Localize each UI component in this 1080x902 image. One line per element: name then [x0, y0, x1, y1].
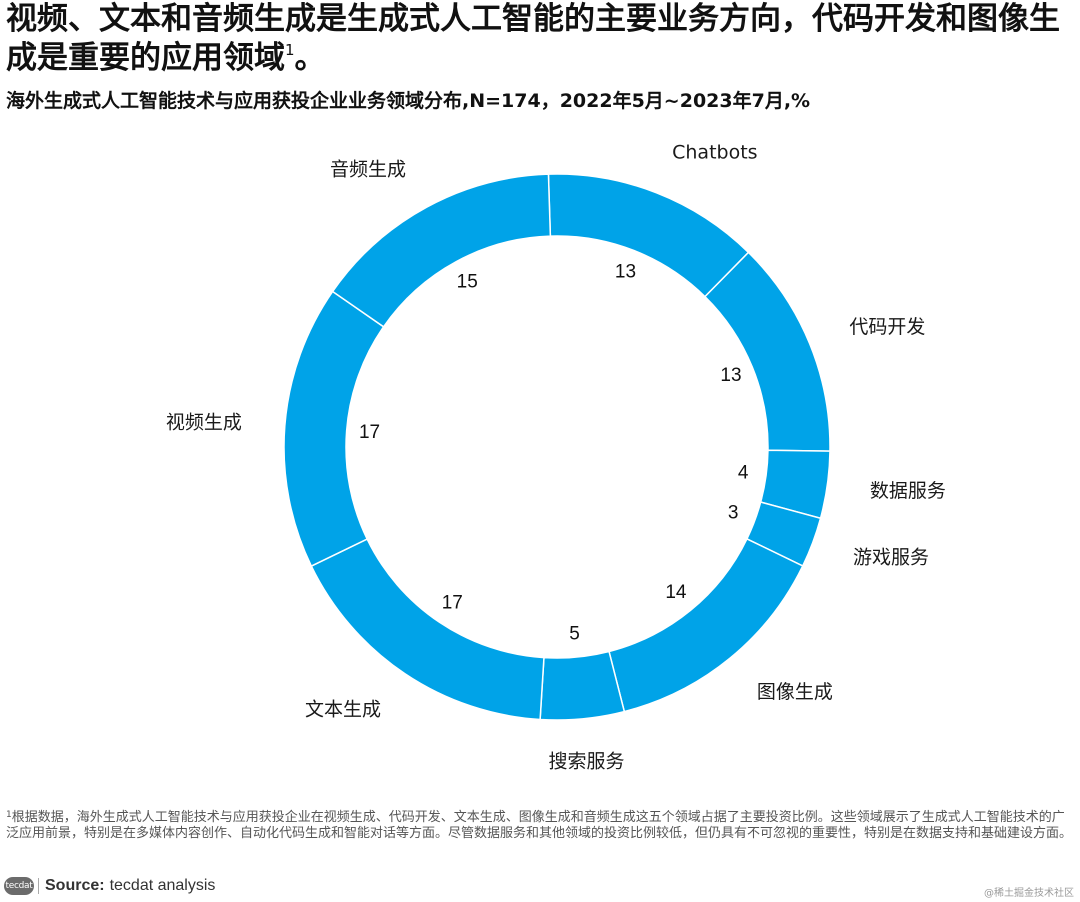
category-label-游戏服务: 游戏服务	[853, 547, 929, 569]
donut-segment-文本生成	[310, 538, 545, 721]
value-label-视频生成: 17	[359, 422, 380, 443]
value-labels: 13 13 4 3 14 5 17 17 15	[359, 261, 749, 644]
chart-title-suffix: 。	[294, 40, 326, 76]
donut-segment-音频生成	[331, 173, 552, 328]
category-label-音频生成: 音频生成	[330, 158, 406, 180]
source-value: tecdat analysis	[109, 877, 216, 894]
value-label-chatbots: 13	[615, 261, 636, 282]
chart-title-text: 视频、文本和音频生成是生成式人工智能的主要业务方向，代码开发和图像生成是重要的应…	[6, 1, 1060, 76]
category-label-代码开发: 代码开发	[849, 316, 925, 338]
source-label: Source:	[45, 877, 105, 894]
category-label-chatbots: Chatbots	[672, 142, 757, 164]
category-label-文本生成: 文本生成	[305, 698, 381, 720]
title-footnote-marker: 1	[285, 41, 295, 59]
category-label-数据服务: 数据服务	[870, 480, 946, 502]
watermark: @稀土掘金技术社区	[984, 888, 1074, 899]
value-label-搜索服务: 5	[569, 624, 580, 645]
value-label-图像生成: 14	[665, 582, 687, 603]
source-line: tecdat Source: tecdat analysis	[4, 875, 215, 897]
footnote-text: 根据数据，海外生成式人工智能技术与应用获投企业在视频生成、代码开发、文本生成、图…	[6, 810, 1073, 841]
donut-segment-搜索服务	[539, 650, 626, 721]
footnote: 1根据数据，海外生成式人工智能技术与应用获投企业在视频生成、代码开发、文本生成、…	[6, 807, 1072, 842]
value-label-音频生成: 15	[457, 271, 478, 292]
footnote-marker: 1	[6, 810, 12, 820]
logo-divider	[38, 878, 39, 894]
donut-chart: 13 13 4 3 14 5 17 17 15 Chatbots 代码开发数据服务游戏服务图像生成…	[166, 142, 946, 773]
value-label-游戏服务: 3	[728, 502, 739, 523]
chart-title: 视频、文本和音频生成是生成式人工智能的主要业务方向，代码开发和图像生成是重要的应…	[6, 4, 1074, 74]
category-label-搜索服务: 搜索服务	[549, 751, 625, 773]
category-label-视频生成: 视频生成	[166, 412, 242, 434]
category-label-图像生成: 图像生成	[757, 681, 833, 703]
donut-segment-chatbots	[547, 173, 750, 298]
donut-segments	[283, 173, 831, 721]
value-label-数据服务: 4	[738, 463, 749, 484]
tecdat-logo: tecdat	[4, 877, 34, 895]
chart-subtitle: 海外生成式人工智能技术与应用获投企业业务领域分布,N=174，2022年5月~2…	[6, 90, 811, 112]
value-label-文本生成: 17	[442, 593, 463, 614]
value-label-代码开发: 13	[720, 365, 741, 386]
donut-segment-代码开发	[703, 251, 831, 452]
